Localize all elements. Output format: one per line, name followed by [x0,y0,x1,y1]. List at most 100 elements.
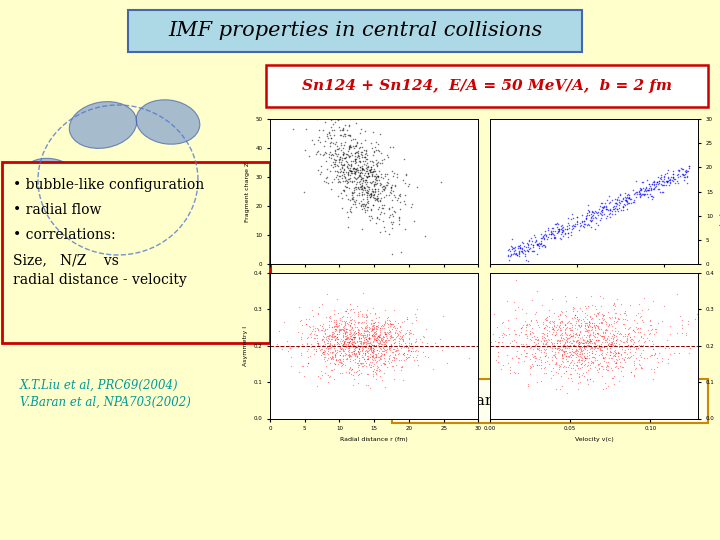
Point [360,359,372,367]
Point [573,354,585,363]
Point [317,332,328,340]
Point [593,325,605,334]
Point [305,343,317,352]
Point [335,344,346,353]
Point [635,312,647,321]
Point [621,338,633,346]
Point [321,348,333,357]
Point [621,332,633,341]
Point [307,349,319,358]
Point [358,200,369,208]
Point [360,171,372,180]
Point [334,164,346,173]
Point [358,170,369,179]
Point [516,247,528,256]
Point [320,177,331,186]
Point [353,348,364,357]
Point [352,308,364,316]
Point [681,172,693,180]
Point [337,346,348,355]
Point [636,178,648,186]
Point [667,173,679,181]
Point [328,131,340,140]
Point [624,190,635,199]
Point [359,190,370,198]
Point [368,338,379,346]
Point [318,354,330,363]
Point [378,335,390,343]
Point [337,125,348,133]
Point [367,356,379,364]
Point [338,161,349,170]
Point [589,354,600,363]
Point [566,320,577,329]
Point [636,190,647,199]
Point [549,343,561,352]
Point [303,315,315,323]
Point [559,343,570,352]
Point [527,243,539,252]
Point [523,246,534,255]
Point [353,345,364,353]
Point [344,164,356,173]
Point [563,352,575,361]
Point [371,335,382,344]
Point [629,372,640,381]
Point [531,361,542,369]
Point [528,231,540,240]
Point [344,166,356,175]
Point [661,169,672,178]
Point [361,306,373,315]
Point [389,329,400,338]
Point [601,361,613,369]
Point [354,329,366,338]
Point [607,334,618,343]
Point [328,333,339,341]
Point [352,149,364,158]
Point [564,337,576,346]
Point [567,323,578,332]
Point [371,363,382,372]
Point [561,388,572,397]
Point [558,358,570,367]
Point [513,250,524,259]
Point [610,358,621,367]
Point [341,307,352,315]
Point [375,207,387,216]
Point [361,177,372,186]
Point [388,374,400,383]
Point [649,325,661,333]
Point [364,341,376,350]
Point [539,241,550,249]
Point [360,333,372,341]
Point [318,333,330,342]
Point [575,221,586,230]
Point [557,222,569,231]
Point [548,308,559,317]
Point [591,366,603,375]
Point [375,352,387,360]
Point [615,350,626,359]
Point [300,146,311,154]
Point [560,367,572,375]
Point [653,342,665,350]
Point [490,337,501,346]
Point [405,351,416,360]
Point [390,347,402,355]
Point [387,172,399,180]
Point [618,372,629,381]
Point [566,332,577,341]
Point [580,368,592,376]
Point [575,355,586,364]
Point [368,332,379,341]
Point [546,228,557,237]
Point [581,342,593,350]
Point [391,324,402,333]
Point [359,159,370,168]
Point [356,353,368,361]
Point [612,348,624,357]
Point [582,326,594,335]
Point [571,213,582,221]
Point [597,312,608,320]
Point [363,341,374,349]
